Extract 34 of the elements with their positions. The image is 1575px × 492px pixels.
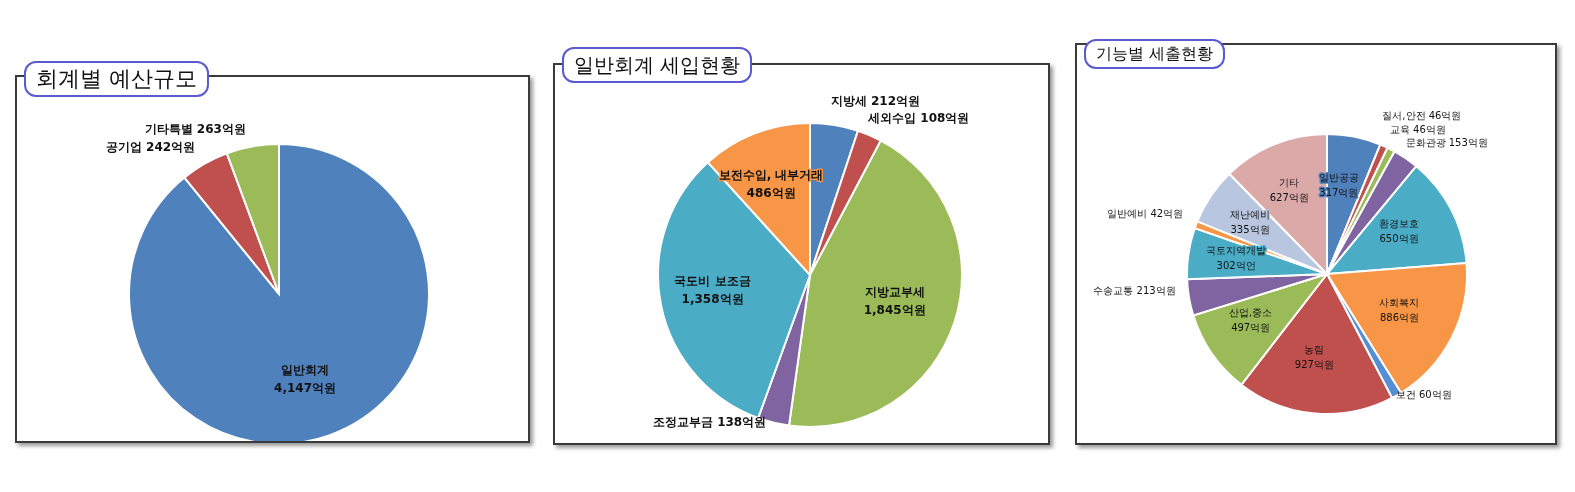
slice-label: 조정교부금 138억원 — [652, 415, 767, 430]
chart-title: 기능별 세출현황 — [1084, 39, 1226, 69]
slice-label: 사회복지 — [1379, 296, 1420, 308]
chart-title: 일반회계 세입현황 — [562, 47, 753, 83]
slice-label: 일반예비 42억원 — [1107, 207, 1184, 219]
slice-label: 지방세 212억원 — [830, 93, 920, 108]
slice-label: 세외수입 108억원 — [867, 110, 970, 125]
data-label: 1,845억원 — [863, 302, 926, 317]
slice-label: 국도비 보조금 — [674, 274, 751, 289]
data-label: 886억원 — [1379, 311, 1420, 323]
slice-label: 재난예비 — [1229, 209, 1270, 221]
data-label: 302억언 — [1216, 259, 1256, 271]
slice-label: 농림 — [1304, 343, 1325, 355]
data-label: 627억원 — [1269, 192, 1309, 204]
slice-label: 기타 — [1279, 177, 1300, 189]
slice-label: 공기업 242억원 — [105, 139, 196, 154]
data-label: 1,358억원 — [681, 292, 744, 307]
slice-label: 교육 46억원 — [1389, 124, 1446, 136]
slice-label: 기타특별 263억원 — [144, 121, 246, 136]
data-label: 927억원 — [1294, 358, 1334, 370]
data-label: 486억원 — [746, 186, 796, 201]
slice-label: 지방교부세 — [864, 284, 925, 299]
slice-label: 환경보호 — [1379, 217, 1420, 229]
chart-title: 회계별 예산규모 — [24, 61, 209, 97]
slice-label: 수송교통 213억원 — [1093, 284, 1176, 296]
data-label: 4,147억원 — [274, 380, 337, 395]
data-label: 650억원 — [1379, 232, 1419, 244]
slice-label: 일반회계 — [281, 362, 330, 377]
data-label: 497억원 — [1231, 321, 1271, 333]
slice-label: 보건 60억원 — [1395, 388, 1452, 400]
data-label: 335억원 — [1230, 224, 1270, 236]
slice-label: 문화관광 153억원 — [1405, 137, 1488, 149]
slice-label: 산업,중소 — [1229, 306, 1273, 318]
slice-label: 질서,안전 46억원 — [1382, 110, 1462, 122]
